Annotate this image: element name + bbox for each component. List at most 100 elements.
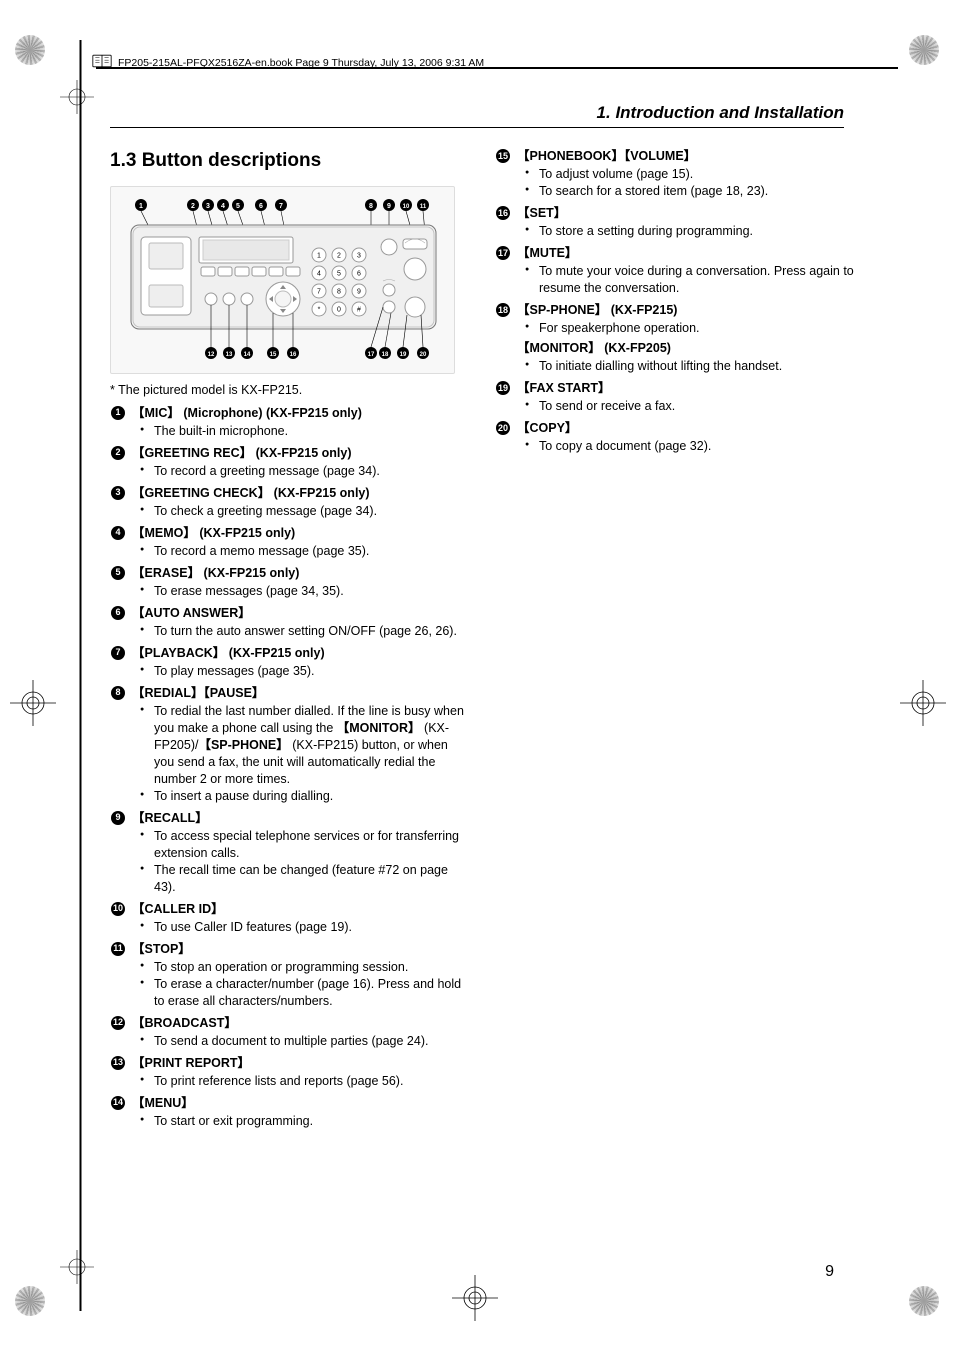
item-bullet: To mute your voice during a conversation…	[529, 263, 854, 297]
item-11: 11【STOP】To stop an operation or programm…	[110, 941, 469, 1013]
item-bullet: To record a greeting message (page 34).	[144, 463, 469, 480]
item-bullet: To redial the last number dialled. If th…	[144, 703, 469, 788]
item-num: 18	[495, 302, 511, 378]
svg-text:19: 19	[400, 352, 407, 358]
pdf-header-text: FP205-215AL-PFQX2516ZA-en.book Page 9 Th…	[118, 57, 484, 69]
regmark-left	[10, 680, 56, 726]
item-num: 4	[110, 525, 126, 563]
svg-text:7: 7	[279, 203, 283, 210]
column-left: 1.3 Button descriptions 1234567891011	[110, 148, 469, 1251]
item-5: 5【ERASE】 (KX-FP215 only)To erase message…	[110, 565, 469, 603]
item-bullet: To stop an operation or programming sess…	[144, 959, 469, 976]
svg-text:2: 2	[191, 203, 195, 210]
item-bullet: To erase messages (page 34, 35).	[144, 583, 469, 600]
item-19: 19【FAX START】To send or receive a fax.	[495, 380, 854, 418]
svg-text:12: 12	[208, 352, 215, 358]
item-18: 18【SP-PHONE】 (KX-FP215)For speakerphone …	[495, 302, 854, 378]
svg-text:3: 3	[206, 203, 210, 210]
item-16: 16【SET】To store a setting during program…	[495, 205, 854, 243]
item-7: 7【PLAYBACK】 (KX-FP215 only)To play messa…	[110, 645, 469, 683]
item-num: 1	[110, 405, 126, 443]
item-bullet: To print reference lists and reports (pa…	[144, 1073, 469, 1090]
svg-text:9: 9	[387, 203, 391, 210]
svg-text:7: 7	[317, 288, 321, 295]
device-diagram: 1234567891011	[110, 186, 455, 374]
item-6: 6【AUTO ANSWER】To turn the auto answer se…	[110, 605, 469, 643]
item-bullet: To send or receive a fax.	[529, 398, 854, 415]
item-4: 4【MEMO】 (KX-FP215 only)To record a memo …	[110, 525, 469, 563]
item-bullet: To check a greeting message (page 34).	[144, 503, 469, 520]
svg-text:16: 16	[290, 352, 297, 358]
item-10: 10【CALLER ID】To use Caller ID features (…	[110, 901, 469, 939]
item-num: 11	[110, 941, 126, 1013]
svg-text:3: 3	[357, 252, 361, 259]
svg-text:9: 9	[357, 288, 361, 295]
item-bullet: The recall time can be changed (feature …	[144, 862, 469, 896]
svg-text:17: 17	[368, 352, 375, 358]
svg-text:*: *	[318, 306, 321, 313]
item-20: 20【COPY】To copy a document (page 32).	[495, 420, 854, 458]
diagram-footnote: * The pictured model is KX-FP215.	[110, 382, 469, 399]
item-bullet: To use Caller ID features (page 19).	[144, 919, 469, 936]
svg-text:6: 6	[357, 270, 361, 277]
item-bullet: To initiate dialling without lifting the…	[529, 358, 854, 375]
item-bullet: To record a memo message (page 35).	[144, 543, 469, 560]
innercross-tl	[60, 80, 94, 119]
svg-text:1: 1	[139, 203, 143, 210]
item-num: 8	[110, 685, 126, 808]
item-bullet: The built-in microphone.	[144, 423, 469, 440]
regmark-tl	[15, 35, 45, 65]
svg-text:2: 2	[337, 252, 341, 259]
item-num: 6	[110, 605, 126, 643]
svg-text:20: 20	[420, 352, 427, 358]
item-num: 15	[495, 148, 511, 203]
item-num: 17	[495, 245, 511, 300]
section-title: 1.3 Button descriptions	[110, 148, 469, 174]
item-bullet: To insert a pause during dialling.	[144, 788, 469, 805]
pdf-header: FP205-215AL-PFQX2516ZA-en.book Page 9 Th…	[92, 53, 484, 72]
svg-text:8: 8	[369, 203, 373, 210]
section-header: 1. Introduction and Installation	[597, 103, 844, 123]
item-num: 20	[495, 420, 511, 458]
item-num: 12	[110, 1015, 126, 1053]
item-8: 8【REDIAL】【PAUSE】To redial the last numbe…	[110, 685, 469, 808]
svg-text:5: 5	[337, 270, 341, 277]
svg-text:4: 4	[221, 203, 225, 210]
content: 1.3 Button descriptions 1234567891011	[110, 148, 854, 1251]
item-num: 9	[110, 810, 126, 899]
item-bullet: To erase a character/number (page 16). P…	[144, 976, 469, 1010]
svg-text:1: 1	[317, 252, 321, 259]
item-14: 14【MENU】To start or exit programming.	[110, 1095, 469, 1133]
item-2: 2【GREETING REC】 (KX-FP215 only)To record…	[110, 445, 469, 483]
innercross-bl	[60, 1250, 94, 1289]
item-9: 9【RECALL】To access special telephone ser…	[110, 810, 469, 899]
regmark-right	[900, 680, 946, 726]
item-num: 16	[495, 205, 511, 243]
book-icon	[92, 53, 112, 72]
item-num: 7	[110, 645, 126, 683]
svg-text:18: 18	[382, 352, 389, 358]
item-num: 13	[110, 1055, 126, 1093]
item-bullet: For speakerphone operation.	[529, 320, 854, 337]
svg-text:8: 8	[337, 288, 341, 295]
svg-text:10: 10	[403, 204, 410, 210]
item-num: 3	[110, 485, 126, 523]
svg-text:15: 15	[270, 352, 277, 358]
svg-text:6: 6	[259, 203, 263, 210]
item-bullet: To start or exit programming.	[144, 1113, 469, 1130]
item-bullet: To search for a stored item (page 18, 23…	[529, 183, 854, 200]
item-num: 5	[110, 565, 126, 603]
item-num: 2	[110, 445, 126, 483]
svg-text:13: 13	[226, 352, 233, 358]
item-bullet: To store a setting during programming.	[529, 223, 854, 240]
item-15: 15【PHONEBOOK】【VOLUME】To adjust volume (p…	[495, 148, 854, 203]
item-bullet: To play messages (page 35).	[144, 663, 469, 680]
item-bullet: To copy a document (page 32).	[529, 438, 854, 455]
svg-text:14: 14	[244, 352, 251, 358]
item-bullet: To send a document to multiple parties (…	[144, 1033, 469, 1050]
header-rule	[110, 127, 844, 128]
item-1: 1【MIC】 (Microphone) (KX-FP215 only)The b…	[110, 405, 469, 443]
regmark-tr	[909, 35, 939, 65]
item-num: 19	[495, 380, 511, 418]
regmark-bottom	[452, 1275, 498, 1321]
